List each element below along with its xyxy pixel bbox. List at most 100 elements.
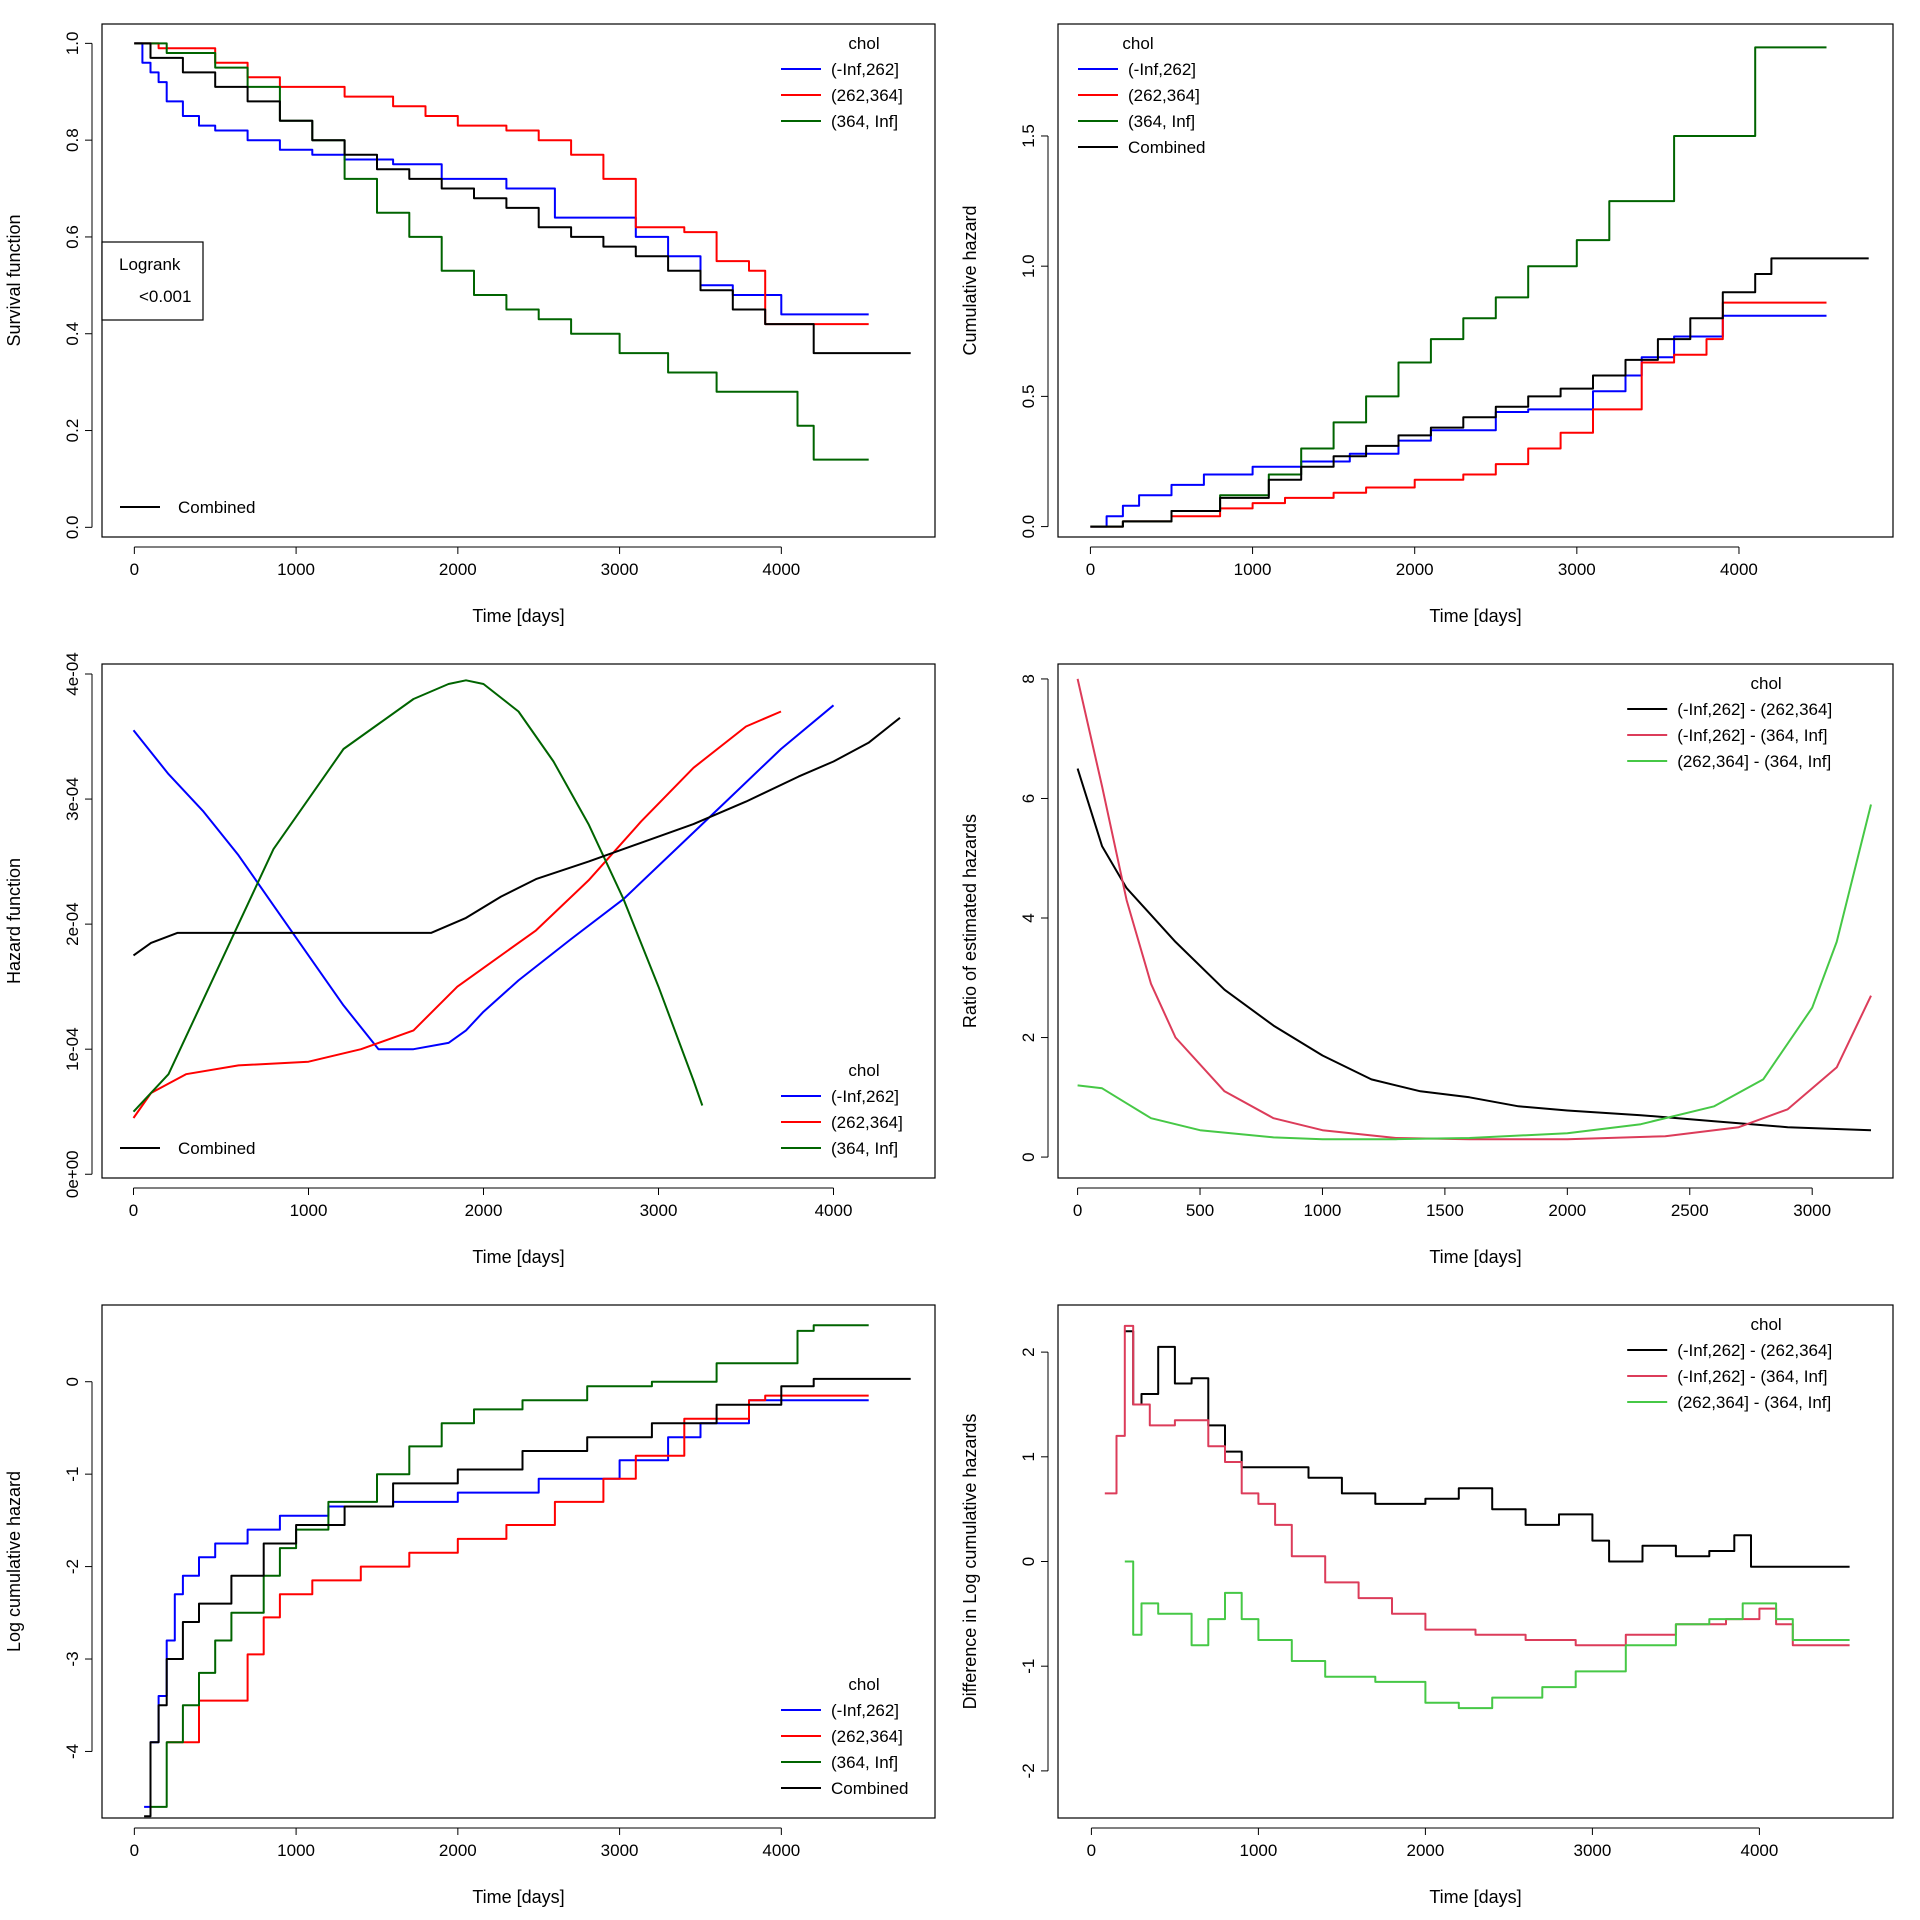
legend-entry: (-Inf,262] - (262,364]	[1677, 1341, 1832, 1360]
y-axis-label: Difference in Log cumulative hazards	[960, 1414, 980, 1710]
x-tick-label: 0	[1073, 1201, 1082, 1220]
y-tick-label: 2	[1019, 1347, 1038, 1356]
x-tick-label: 500	[1186, 1201, 1214, 1220]
legend-title: chol	[848, 1061, 879, 1080]
y-tick-label: 0.0	[1019, 515, 1038, 539]
series-group	[1104, 1324, 1850, 1710]
x-axis-label: Time [days]	[472, 1887, 564, 1907]
legend-entry: (262,364]	[831, 1727, 903, 1746]
x-tick-label: 2000	[465, 1201, 503, 1220]
x-tick-label: 1000	[1239, 1841, 1277, 1860]
legend-combined: Combined	[120, 498, 256, 517]
series-group	[144, 1324, 911, 1818]
series-line-4	[1090, 257, 1869, 528]
x-tick-label: 1000	[1304, 1201, 1342, 1220]
legend-entry: (262,364]	[1128, 86, 1200, 105]
legend: chol (-Inf,262] (262,364] (364, Inf] Combine…	[781, 1675, 909, 1798]
legend-entry: (-Inf,262] - (364, Inf]	[1677, 1367, 1827, 1386]
y-axis-label: Survival function	[4, 214, 24, 346]
legend: chol (-Inf,262] - (262,364] (-Inf,262] - (…	[1627, 674, 1832, 771]
series-line-2	[1076, 678, 1872, 1141]
legend-title: chol	[848, 34, 879, 53]
y-axis-label: Hazard function	[4, 858, 24, 984]
legend-entry: (-Inf,262]	[831, 1701, 899, 1720]
x-tick-label: 4000	[762, 560, 800, 579]
y-tick-label: 3e-04	[63, 777, 82, 820]
y-tick-label: 1.5	[1019, 124, 1038, 148]
series-line-1	[134, 42, 869, 316]
logrank-annotation: Logrank <0.001	[101, 241, 204, 321]
series-line-2	[134, 42, 869, 326]
x-tick-label: 2500	[1671, 1201, 1709, 1220]
legend-title: chol	[1751, 674, 1782, 693]
legend-entry: (364, Inf]	[831, 1753, 898, 1772]
legend-title: chol	[1122, 34, 1153, 53]
y-tick-label: 2e-04	[63, 902, 82, 945]
y-tick-label: 1e-04	[63, 1027, 82, 1070]
x-tick-label: 3000	[640, 1201, 678, 1220]
series-group	[134, 42, 911, 461]
y-tick-label: 4e-04	[63, 652, 82, 695]
series-group	[132, 679, 901, 1119]
annotation-box	[101, 241, 204, 321]
y-tick-label: 6	[1019, 794, 1038, 803]
chart-panel-3: 0 1000 2000 3000 4000 Time [days] 0e+00 1e-04 2e…	[4, 652, 936, 1267]
plot-frame	[101, 1304, 936, 1819]
legend: chol (-Inf,262] - (262,364] (-Inf,262] - (…	[1627, 1315, 1832, 1412]
series-line-3	[1124, 1560, 1850, 1710]
y-tick-label: 8	[1019, 674, 1038, 683]
x-tick-label: 1500	[1426, 1201, 1464, 1220]
legend: chol (-Inf,262] (262,364] (364, Inf]	[781, 34, 903, 131]
plot-frame	[101, 23, 936, 538]
legend-entry: (-Inf,262]	[1128, 60, 1196, 79]
chart-panel-6: 0 1000 2000 3000 4000 Time [days] -2 -1 0 1 2 Diffe…	[960, 1304, 1894, 1907]
legend-entry: (364, Inf]	[1128, 112, 1195, 131]
x-axis-label: Time [days]	[1429, 1247, 1521, 1267]
series-line-2	[166, 1394, 869, 1744]
series-line-1	[1124, 1330, 1850, 1568]
x-tick-label: 4000	[762, 1841, 800, 1860]
y-axis-label: Log cumulative hazard	[4, 1471, 24, 1652]
series-line-3	[1090, 46, 1827, 528]
legend-entry: (364, Inf]	[831, 112, 898, 131]
x-tick-label: 4000	[1720, 560, 1758, 579]
x-tick-label: 0	[130, 1841, 139, 1860]
y-tick-label: -3	[63, 1651, 82, 1666]
legend-entry: (262,364] - (364, Inf]	[1677, 752, 1831, 771]
x-axis-label: Time [days]	[472, 606, 564, 626]
y-tick-label: 2	[1019, 1033, 1038, 1042]
legend-entry: Combined	[178, 1139, 256, 1158]
chart-panel-2: 0 1000 2000 3000 4000 Time [days] 0.0 0.5 1.0 1.5…	[960, 23, 1894, 626]
legend-entry: (-Inf,262]	[831, 1087, 899, 1106]
series-line-3	[1077, 804, 1872, 1141]
y-tick-label: 0.5	[1019, 385, 1038, 409]
plot-frame	[1057, 663, 1894, 1179]
y-tick-label: 4	[1019, 913, 1038, 922]
legend-entry: (-Inf,262] - (262,364]	[1677, 700, 1832, 719]
legend-entry: (364, Inf]	[831, 1139, 898, 1158]
x-tick-label: 1000	[1234, 560, 1272, 579]
x-axis-label: Time [days]	[1429, 1887, 1521, 1907]
y-tick-label: 0.2	[63, 419, 82, 443]
x-axis-label: Time [days]	[472, 1247, 564, 1267]
y-tick-label: 0	[1019, 1557, 1038, 1566]
x-tick-label: 0	[129, 1201, 138, 1220]
series-line-2	[132, 710, 782, 1119]
annotation-title: Logrank	[119, 255, 181, 274]
x-tick-label: 0	[1086, 560, 1095, 579]
y-tick-label: 0	[63, 1377, 82, 1386]
x-tick-label: 2000	[1406, 1841, 1444, 1860]
chart-panel-4: 0 500 1000 1500 2000 2500 3000 Time [days] 0 2 4 6 8…	[960, 663, 1894, 1267]
legend: chol (-Inf,262] (262,364] (364, Inf]	[781, 1061, 903, 1158]
y-tick-label: 0.0	[63, 516, 82, 540]
y-tick-label: -2	[63, 1559, 82, 1574]
x-tick-label: 3000	[601, 560, 639, 579]
y-tick-label: -2	[1019, 1763, 1038, 1778]
y-tick-label: 1	[1019, 1452, 1038, 1461]
x-tick-label: 4000	[815, 1201, 853, 1220]
y-tick-label: 1.0	[63, 32, 82, 56]
series-line-3	[150, 1324, 869, 1808]
x-tick-label: 2000	[439, 560, 477, 579]
y-tick-label: 0.6	[63, 225, 82, 249]
